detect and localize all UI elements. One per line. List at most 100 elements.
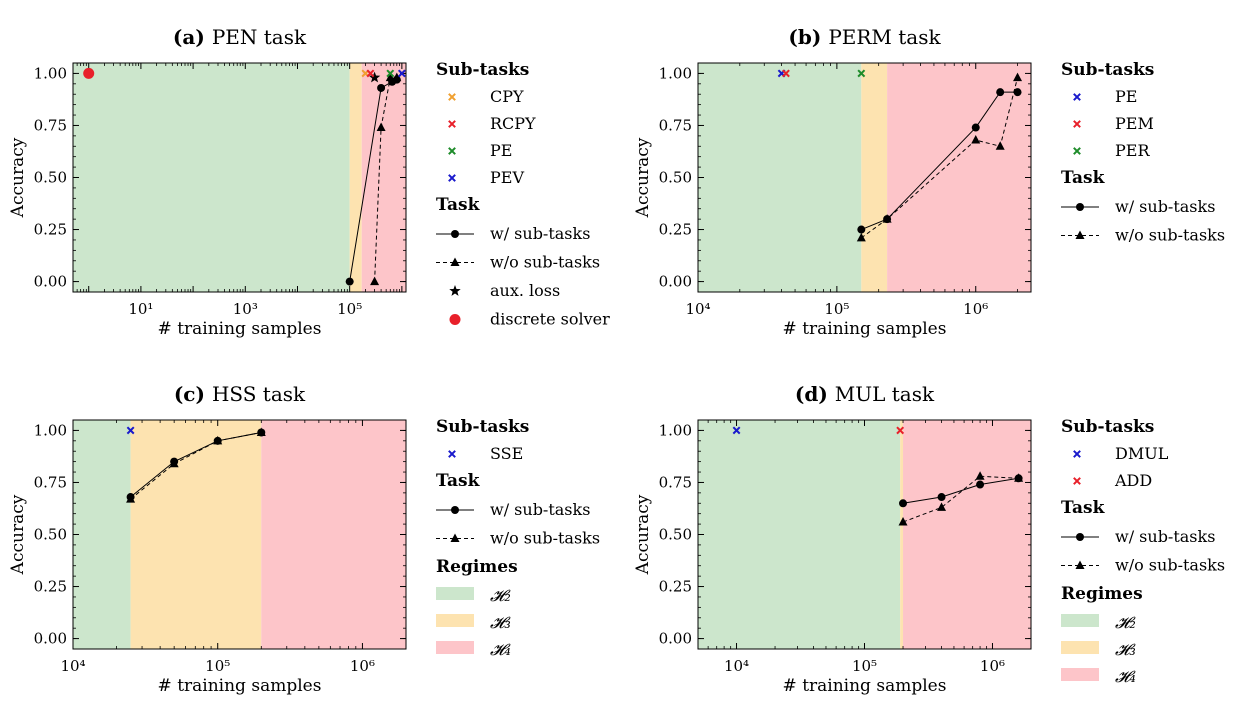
series-point [995, 141, 1005, 150]
series-point [937, 493, 946, 502]
y-axis-label: Accuracy [8, 494, 28, 575]
x-tick-label: 10³ [233, 300, 258, 318]
legend-subtask-label: CPY [490, 87, 524, 106]
x-axis-label: # training samples [783, 319, 947, 339]
legend-regime-swatch [436, 614, 474, 627]
panel-label: (c) [174, 382, 205, 406]
y-tick-label: 0.75 [34, 473, 67, 491]
legend-header-subtasks: Sub-tasks [1061, 60, 1154, 80]
subtask-marker [857, 69, 866, 78]
y-tick-label: 0.25 [659, 221, 692, 239]
legend-subtask-label: PER [1115, 141, 1150, 160]
y-tick-label: 0.50 [659, 169, 692, 187]
subtask-marker [397, 69, 406, 78]
series-point [392, 72, 402, 82]
legend-regime-label: 𝓗₄ [490, 640, 511, 659]
regime-band [698, 420, 901, 649]
chart-panel-1: 0.00 0.25 0.50 0.75 1.00 10⁴ 10⁵ 10⁶ # training … [633, 25, 1225, 339]
y-axis-label: Accuracy [8, 137, 28, 218]
legend: Sub-tasks CPY RCPY PE PEV Task w/ sub-tasks w/o… [436, 60, 610, 329]
series-point [937, 502, 947, 511]
y-tick-label: 1.00 [34, 421, 67, 439]
legend-regime-label: 𝓗₃ [1115, 640, 1136, 659]
legend-regime-label: 𝓗₄ [1115, 667, 1136, 686]
x-tick-label: 10⁴ [724, 657, 749, 675]
legend: Sub-tasks PE PEM PER Task w/ sub-tasks w/o sub… [1061, 60, 1225, 245]
y-tick-label: 0.25 [659, 578, 692, 596]
y-tick-label: 0.50 [34, 169, 67, 187]
title-text: MUL task [835, 382, 935, 406]
subtask-marker [732, 426, 741, 435]
x-tick-label: 10¹ [128, 300, 153, 318]
regime-band [73, 63, 350, 292]
series-point [899, 499, 908, 508]
x-tick-label: 10⁵ [337, 300, 362, 318]
legend-subtask-label: PE [1115, 87, 1137, 106]
series-point [1014, 473, 1024, 482]
legend-header-regimes: Regimes [436, 557, 518, 577]
series-point [83, 67, 95, 79]
legend-subtask-marker [1073, 120, 1081, 128]
series-point [370, 276, 380, 286]
legend-marker [451, 506, 459, 514]
chart-panel-0: 0.00 0.25 0.50 0.75 1.00 10¹ 10³ 10⁵ # training … [8, 25, 610, 339]
x-tick-label: 10⁶ [963, 300, 988, 318]
legend-header-regimes: Regimes [1061, 584, 1143, 604]
series-point [857, 225, 866, 234]
series-point [169, 458, 179, 468]
legend-regime-label: 𝓗₃ [490, 613, 511, 632]
legend-task-label: w/o sub-tasks [1115, 556, 1225, 575]
legend-header-subtasks: Sub-tasks [436, 417, 529, 437]
legend-marker [451, 230, 459, 238]
legend-task-label: w/ sub-tasks [490, 224, 590, 243]
regime-band [861, 63, 888, 292]
y-tick-label: 0.00 [34, 630, 67, 648]
legend-regime-swatch [1061, 614, 1099, 627]
legend-subtask-label: PE [490, 141, 512, 160]
legend-subtask-marker [1073, 93, 1081, 101]
legend-regime-swatch [436, 587, 474, 600]
series-point [996, 88, 1005, 97]
y-tick-label: 0.50 [34, 526, 67, 544]
regime-band [698, 63, 862, 292]
series-point [213, 435, 223, 445]
series-point [256, 427, 266, 436]
legend-subtask-label: RCPY [490, 114, 536, 133]
legend-header-task: Task [1061, 168, 1106, 188]
series-line [374, 77, 397, 282]
series-point [882, 214, 892, 223]
legend-regime-swatch [1061, 641, 1099, 654]
legend-subtask-marker [448, 450, 456, 458]
x-axis-label: # training samples [783, 676, 947, 696]
series-point [126, 494, 136, 503]
y-tick-label: 1.00 [659, 421, 692, 439]
series-line [130, 431, 262, 500]
series-point [377, 83, 386, 92]
legend-subtask-marker [1073, 450, 1081, 458]
x-tick-label: 10⁶ [350, 657, 375, 675]
title-text: HSS task [212, 382, 306, 406]
series-point [976, 480, 985, 489]
chart-title: (c) HSS task [174, 382, 306, 406]
y-axis-label: Accuracy [633, 137, 653, 218]
y-tick-label: 0.25 [34, 578, 67, 596]
series-line [902, 475, 1019, 523]
y-tick-label: 1.00 [659, 64, 692, 82]
legend-header-subtasks: Sub-tasks [1061, 417, 1154, 437]
subtask-marker [126, 426, 135, 435]
legend-marker [450, 257, 460, 266]
panel-label: (b) [788, 25, 821, 49]
series-point [1013, 72, 1023, 82]
y-axis-label: Accuracy [633, 494, 653, 575]
legend-regime-swatch [436, 641, 474, 654]
panel-label: (a) [173, 25, 205, 49]
legend: Sub-tasks SSE Task w/ sub-tasks w/o sub-task… [436, 417, 600, 659]
y-tick-label: 0.00 [659, 630, 692, 648]
chart-title: (b) PERM task [788, 25, 941, 49]
legend-subtask-marker [448, 174, 456, 182]
legend-task-label: aux. loss [490, 281, 560, 300]
legend-marker [1076, 203, 1084, 211]
x-axis-label: # training samples [158, 319, 322, 339]
legend-marker [1075, 560, 1085, 569]
